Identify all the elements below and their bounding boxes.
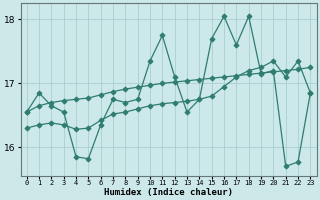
X-axis label: Humidex (Indice chaleur): Humidex (Indice chaleur) xyxy=(104,188,233,197)
